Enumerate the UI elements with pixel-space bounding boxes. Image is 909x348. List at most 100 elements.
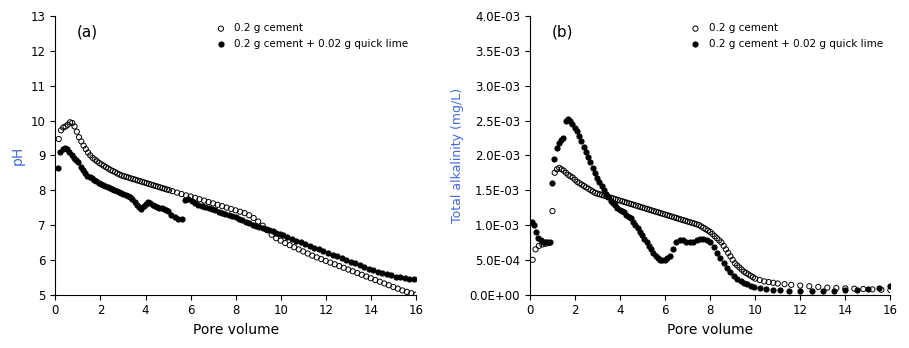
0.2 g cement + 0.02 g quick lime [561, 116, 575, 122]
0.2 g cement [61, 122, 75, 127]
0.2 g cement + 0.02 g quick lime [613, 207, 627, 212]
0.2 g cement [197, 198, 212, 203]
0.2 g cement [581, 186, 595, 191]
0.2 g cement + 0.02 g quick lime [188, 200, 203, 206]
0.2 g cement + 0.02 g quick lime [116, 191, 131, 197]
0.2 g cement + 0.02 g quick lime [576, 144, 591, 150]
0.2 g cement [599, 193, 614, 199]
0.2 g cement [766, 280, 781, 286]
0.2 g cement [658, 212, 673, 218]
0.2 g cement [341, 267, 355, 272]
0.2 g cement [594, 192, 609, 198]
0.2 g cement + 0.02 g quick lime [280, 235, 295, 240]
0.2 g cement [646, 208, 661, 214]
0.2 g cement + 0.02 g quick lime [330, 254, 345, 259]
0.2 g cement + 0.02 g quick lime [815, 288, 830, 294]
0.2 g cement + 0.02 g quick lime [307, 245, 322, 251]
0.2 g cement + 0.02 g quick lime [736, 280, 751, 286]
0.2 g cement [669, 215, 684, 221]
0.2 g cement [157, 186, 172, 191]
0.2 g cement [137, 180, 152, 185]
0.2 g cement [684, 220, 699, 226]
0.2 g cement + 0.02 g quick lime [55, 146, 70, 152]
0.2 g cement [556, 168, 571, 173]
0.2 g cement + 0.02 g quick lime [572, 133, 586, 139]
0.2 g cement [110, 171, 125, 176]
0.2 g cement [655, 211, 670, 217]
0.2 g cement [597, 193, 612, 198]
0.2 g cement + 0.02 g quick lime [605, 200, 620, 205]
0.2 g cement [76, 143, 91, 148]
0.2 g cement [683, 220, 697, 225]
0.2 g cement + 0.02 g quick lime [706, 245, 721, 250]
0.2 g cement [386, 284, 401, 290]
0.2 g cement [108, 169, 123, 175]
0.2 g cement + 0.02 g quick lime [622, 214, 636, 220]
0.2 g cement + 0.02 g quick lime [208, 207, 223, 213]
0.2 g cement + 0.02 g quick lime [316, 248, 331, 254]
0.2 g cement + 0.02 g quick lime [228, 215, 243, 220]
0.2 g cement + 0.02 g quick lime [62, 149, 76, 155]
0.2 g cement [703, 229, 717, 235]
0.2 g cement [63, 119, 77, 125]
0.2 g cement + 0.02 g quick lime [152, 205, 166, 210]
0.2 g cement [631, 203, 645, 209]
0.2 g cement [847, 286, 862, 292]
0.2 g cement + 0.02 g quick lime [238, 219, 253, 224]
Legend: 0.2 g cement, 0.2 g cement + 0.02 g quick lime: 0.2 g cement, 0.2 g cement + 0.02 g quic… [683, 21, 885, 51]
0.2 g cement + 0.02 g quick lime [98, 183, 113, 189]
0.2 g cement + 0.02 g quick lime [144, 200, 158, 206]
0.2 g cement [593, 191, 607, 197]
0.2 g cement + 0.02 g quick lime [740, 282, 754, 287]
0.2 g cement [85, 155, 100, 160]
0.2 g cement + 0.02 g quick lime [610, 205, 624, 210]
0.2 g cement [292, 247, 306, 252]
0.2 g cement [301, 251, 315, 256]
0.2 g cement + 0.02 g quick lime [114, 190, 128, 196]
0.2 g cement [762, 279, 776, 285]
0.2 g cement [532, 243, 546, 249]
0.2 g cement [602, 194, 616, 200]
0.2 g cement + 0.02 g quick lime [289, 238, 304, 244]
0.2 g cement + 0.02 g quick lime [703, 240, 717, 245]
0.2 g cement [584, 187, 598, 193]
0.2 g cement + 0.02 g quick lime [884, 284, 898, 289]
0.2 g cement + 0.02 g quick lime [155, 205, 169, 211]
0.2 g cement + 0.02 g quick lime [118, 192, 133, 198]
0.2 g cement + 0.02 g quick lime [384, 273, 398, 278]
0.2 g cement [542, 240, 556, 246]
0.2 g cement + 0.02 g quick lime [335, 255, 349, 261]
0.2 g cement [115, 173, 129, 178]
0.2 g cement + 0.02 g quick lime [534, 238, 548, 243]
0.2 g cement + 0.02 g quick lime [644, 247, 658, 252]
0.2 g cement + 0.02 g quick lime [167, 215, 182, 220]
0.2 g cement + 0.02 g quick lime [112, 189, 126, 195]
0.2 g cement [188, 195, 203, 200]
0.2 g cement [92, 160, 106, 166]
0.2 g cement [777, 282, 792, 287]
0.2 g cement [757, 279, 772, 284]
Y-axis label: Total alkalinity (mg/L): Total alkalinity (mg/L) [451, 88, 464, 223]
0.2 g cement [579, 184, 594, 190]
0.2 g cement [615, 198, 630, 204]
0.2 g cement + 0.02 g quick lime [689, 238, 704, 243]
0.2 g cement [721, 250, 735, 256]
0.2 g cement + 0.02 g quick lime [608, 203, 623, 208]
0.2 g cement + 0.02 g quick lime [397, 275, 412, 281]
0.2 g cement + 0.02 g quick lime [51, 165, 65, 170]
0.2 g cement + 0.02 g quick lime [601, 194, 615, 200]
0.2 g cement [716, 243, 731, 249]
0.2 g cement [228, 207, 243, 213]
0.2 g cement + 0.02 g quick lime [388, 274, 403, 279]
0.2 g cement + 0.02 g quick lime [565, 121, 580, 127]
0.2 g cement [96, 163, 111, 168]
0.2 g cement + 0.02 g quick lime [198, 204, 213, 209]
X-axis label: Pore volume: Pore volume [193, 323, 279, 337]
0.2 g cement + 0.02 g quick lime [406, 277, 421, 282]
0.2 g cement + 0.02 g quick lime [651, 256, 665, 261]
0.2 g cement [405, 291, 419, 296]
0.2 g cement + 0.02 g quick lime [639, 240, 654, 245]
0.2 g cement + 0.02 g quick lime [136, 203, 151, 208]
0.2 g cement + 0.02 g quick lime [744, 283, 758, 288]
0.2 g cement [707, 234, 722, 239]
